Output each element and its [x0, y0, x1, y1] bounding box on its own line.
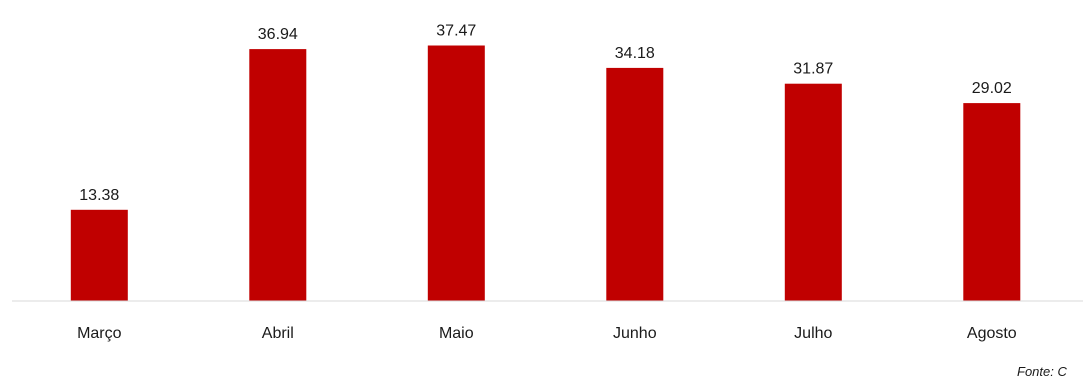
data-label: 36.94 — [258, 26, 298, 43]
data-label: 34.18 — [615, 45, 655, 62]
category-label: Março — [77, 325, 122, 342]
category-labels-group: Março Abril Maio Junho Julho Agosto — [77, 325, 1017, 342]
data-label: 31.87 — [793, 61, 833, 78]
category-label: Abril — [262, 325, 294, 342]
bars-group — [70, 45, 1021, 302]
bar-mar-o — [70, 209, 128, 301]
data-label: 37.47 — [436, 23, 476, 40]
bar-agosto — [963, 103, 1021, 301]
bar-junho — [606, 67, 664, 302]
source-note: Fonte: C — [1017, 364, 1067, 378]
category-label: Agosto — [967, 325, 1017, 342]
data-label: 29.02 — [972, 80, 1012, 97]
category-label: Junho — [613, 325, 657, 342]
data-labels-group: 13.38 36.94 37.47 34.18 31.87 29.02 — [79, 23, 1012, 204]
bar-julho — [784, 83, 842, 301]
bar-abril — [249, 49, 307, 301]
category-label: Maio — [439, 325, 474, 342]
category-label: Julho — [794, 325, 832, 342]
data-label: 13.38 — [79, 187, 119, 204]
bar-maio — [427, 45, 485, 301]
